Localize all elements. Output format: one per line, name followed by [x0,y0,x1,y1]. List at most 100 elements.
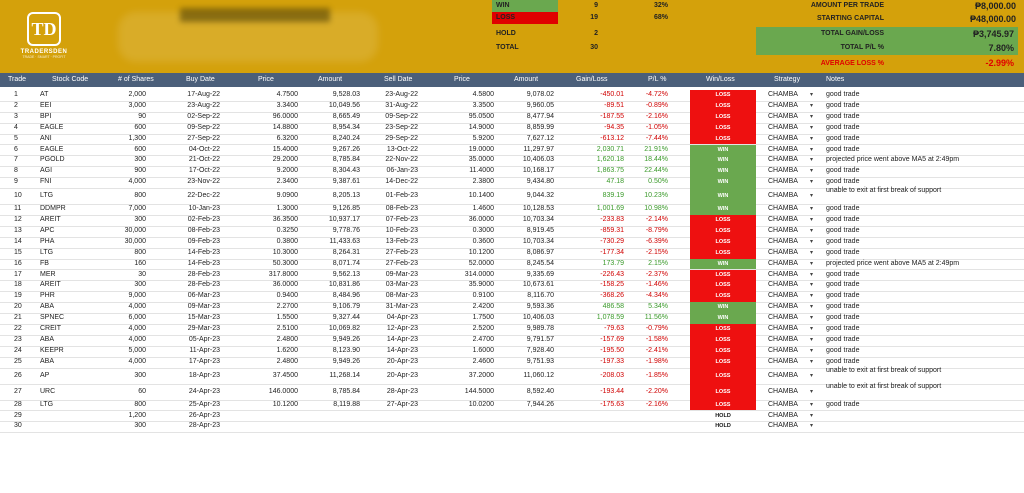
cell-shares[interactable]: 30,000 [124,237,146,245]
cell-sell-amount[interactable]: 9,335.69 [526,270,554,278]
table-row[interactable]: 21 SPNEC 6,000 15-Mar-23 1.5500 9,327.44 04-Ap… [0,313,1024,325]
col-win-loss[interactable]: Win/Loss [706,76,735,83]
cell-notes[interactable]: good trade [826,346,860,354]
dropdown-caret-icon[interactable]: ▾ [810,193,814,200]
cell-gain-loss[interactable]: 47.18 [606,178,624,186]
cell-sell-date[interactable]: 14-Apr-23 [386,335,418,343]
cell-buy-date[interactable]: 14-Feb-23 [187,248,220,256]
cell-sell-amount[interactable]: 9,791.57 [526,335,554,343]
cell-sell-amount[interactable]: 9,960.05 [526,101,554,109]
col-sell-amount[interactable]: Amount [514,76,539,83]
cell-sell-price[interactable]: 1.7500 [472,314,494,322]
cell-sell-price[interactable]: 144.5000 [464,387,494,395]
cell-sell-date[interactable]: 04-Apr-23 [386,314,418,322]
cell-buy-date[interactable]: 09-Sep-22 [187,123,220,131]
col-trade[interactable]: Trade [8,76,27,83]
cell-sell-date[interactable]: 10-Feb-23 [385,226,418,234]
cell-stock-code[interactable]: BPI [40,112,52,120]
cell-pl-pct[interactable]: -0.79% [645,325,668,332]
cell-pl-pct[interactable]: -2.16% [645,112,668,120]
cell-stock-code[interactable]: PHR [40,292,55,300]
cell-gain-loss[interactable]: 1,001.69 [596,205,624,213]
col-strategy[interactable]: Strategy [774,76,801,83]
cell-buy-date[interactable]: 23-Nov-22 [187,178,220,186]
cell-buy-amount[interactable]: 8,240.24 [332,134,360,142]
cell-notes[interactable]: good trade [826,292,860,300]
table-row[interactable]: 11 DDMPR 7,000 10-Jan-23 1.3000 9,126.85 08-Fe… [0,204,1024,216]
cell-buy-date[interactable]: 21-Oct-22 [188,156,220,164]
cell-sell-price[interactable]: 95.0500 [468,112,494,120]
cell-shares[interactable]: 90 [138,112,146,120]
table-row[interactable]: 30 300 28-Apr-23 HOLD CHAMBA ▾ [0,421,1024,434]
cell-buy-amount[interactable]: 8,071.74 [332,259,360,267]
cell-trade[interactable]: 26 [14,371,22,379]
cell-buy-price[interactable]: 2.4800 [276,335,298,343]
cell-pl-pct[interactable]: -2.20% [645,387,668,395]
cell-sell-price[interactable]: 35.9000 [468,281,494,289]
cell-strategy[interactable]: CHAMBA [768,387,798,395]
win-loss-badge[interactable]: WIN [690,258,756,270]
cell-notes[interactable]: good trade [826,303,860,311]
cell-buy-date[interactable]: 11-Apr-23 [189,346,220,354]
cell-buy-date[interactable]: 28-Apr-23 [188,422,220,430]
cell-buy-price[interactable]: 10.1200 [272,400,298,408]
cell-strategy[interactable]: CHAMBA [768,145,798,153]
cell-sell-amount[interactable]: 10,406.03 [522,156,554,164]
cell-shares[interactable]: 800 [134,400,146,408]
cell-sell-amount[interactable]: 7,928.40 [526,346,554,354]
cell-buy-amount[interactable]: 10,831.86 [328,281,360,289]
cell-trade[interactable]: 14 [14,237,22,245]
win-loss-badge[interactable]: LOSS [690,367,756,384]
cell-sell-amount[interactable]: 8,477.94 [526,112,554,120]
cell-gain-loss[interactable]: -157.69 [600,335,624,343]
cell-gain-loss[interactable]: -613.12 [600,134,624,142]
win-loss-badge[interactable]: LOSS [690,225,756,237]
cell-trade[interactable]: 4 [14,123,18,131]
cell-shares[interactable]: 4,000 [128,303,146,311]
cell-notes[interactable]: good trade [826,357,860,365]
dropdown-caret-icon[interactable]: ▾ [810,238,814,245]
cell-shares[interactable]: 300 [134,156,146,164]
cell-pl-pct[interactable]: -4.34% [645,292,668,300]
cell-trade[interactable]: 22 [14,325,22,332]
cell-strategy[interactable]: CHAMBA [768,178,798,186]
cell-sell-price[interactable]: 10.0200 [468,400,494,408]
cell-notes[interactable]: good trade [826,314,860,322]
cell-notes[interactable]: unable to exit at first break of support [826,382,942,390]
cell-sell-price[interactable]: 2.3800 [472,178,494,186]
cell-sell-date[interactable]: 14-Apr-23 [386,346,418,354]
cell-buy-price[interactable]: 96.0000 [272,112,298,120]
cell-strategy[interactable]: CHAMBA [768,167,798,175]
table-row[interactable]: 14 PHA 30,000 09-Feb-23 0.3800 11,433.63 13-Fe… [0,236,1024,249]
cell-buy-date[interactable]: 17-Apr-23 [188,357,220,365]
cell-buy-date[interactable]: 26-Apr-23 [188,411,220,419]
cell-notes[interactable]: projected price went above MA5 at 2:49pm [826,156,960,164]
cell-buy-amount[interactable]: 9,106.79 [332,303,360,311]
cell-stock-code[interactable]: KEEPR [40,346,64,354]
win-loss-badge[interactable]: LOSS [690,122,756,134]
table-row[interactable]: 25 ABA 4,000 17-Apr-23 2.4800 9,949.26 20-Apr-… [0,356,1024,369]
cell-notes[interactable]: good trade [826,325,860,332]
cell-buy-date[interactable]: 05-Apr-23 [188,335,220,343]
cell-buy-amount[interactable]: 8,665.49 [332,112,360,120]
cell-pl-pct[interactable]: 18.44% [644,156,668,164]
dropdown-caret-icon[interactable]: ▾ [810,336,814,343]
cell-sell-price[interactable]: 2.4200 [472,303,494,311]
cell-sell-amount[interactable]: 7,944.26 [526,400,554,408]
cell-notes[interactable]: good trade [826,270,860,278]
dropdown-caret-icon[interactable]: ▾ [810,401,814,408]
cell-sell-price[interactable]: 0.9100 [472,292,494,300]
table-row[interactable]: 20 ABA 4,000 09-Mar-23 2.2700 9,106.79 31-Mar-… [0,302,1024,315]
cell-sell-date[interactable]: 09-Sep-22 [385,112,418,120]
cell-notes[interactable]: good trade [826,248,860,256]
cell-buy-date[interactable]: 28-Feb-23 [187,281,220,289]
table-row[interactable]: 22 CREIT 4,000 29-Mar-23 2.5100 10,069.82 12-A… [0,324,1024,336]
table-row[interactable]: 5 ANI 1,300 27-Sep-22 6.3200 8,240.24 29-Sep-2… [0,133,1024,146]
cell-shares[interactable]: 3,000 [128,101,146,109]
cell-trade[interactable]: 25 [14,357,22,365]
cell-sell-date[interactable]: 23-Aug-22 [385,91,418,98]
cell-buy-amount[interactable]: 8,954.34 [332,123,360,131]
cell-strategy[interactable]: CHAMBA [768,346,798,354]
cell-buy-amount[interactable]: 9,562.13 [332,270,360,278]
cell-buy-price[interactable]: 9.0900 [276,192,298,200]
